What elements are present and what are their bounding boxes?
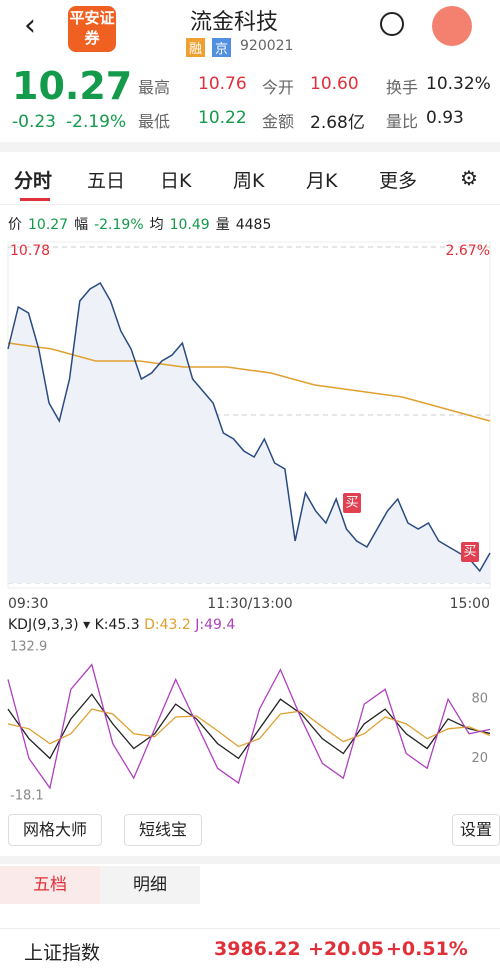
kdj-header: KDJ(9,3,3) ▾ K:45.3 D:43.2 J:49.4 xyxy=(8,617,236,633)
back[interactable]: ‹ xyxy=(24,8,36,43)
index-change: +20.05 xyxy=(308,938,385,960)
divider xyxy=(0,204,500,205)
avatar[interactable] xyxy=(432,6,472,46)
code: 920021 xyxy=(240,38,294,54)
info-bar: 价 10.27 幅 -2.19% 均 10.49 量 4485 xyxy=(8,214,277,234)
settings-icon[interactable]: ⚙ xyxy=(460,166,478,190)
info-price-label: 价 xyxy=(8,217,22,233)
subtab[interactable]: 五档 xyxy=(0,866,100,904)
stat-value: 10.32% xyxy=(426,74,491,94)
search[interactable] xyxy=(380,12,404,36)
info-pct-label: 幅 xyxy=(74,217,89,233)
title: 流金科技 xyxy=(190,10,279,35)
stat-value: 2.68亿 xyxy=(310,113,365,133)
tab-underline xyxy=(20,198,50,201)
buy-marker-text: 买 xyxy=(463,545,476,560)
average-line xyxy=(7,342,491,422)
change: -0.23 xyxy=(12,112,56,132)
tab[interactable]: 更多 xyxy=(379,170,418,192)
divider xyxy=(0,856,500,864)
d-label: D:43.2 xyxy=(144,617,191,633)
stat-label: 最高 xyxy=(138,78,171,97)
charts: 10.7810.5010.222.67%-2.67%买买09:3011:30/1… xyxy=(7,241,491,804)
stat-label: 金额 xyxy=(262,112,295,131)
buy-marker-text: 买 xyxy=(345,496,358,511)
y-tick-label: -18.1 xyxy=(10,789,44,804)
stat-value: 10.22 xyxy=(198,108,247,128)
info-vol-label: 量 xyxy=(215,217,230,233)
stat-label: 最低 xyxy=(138,112,171,131)
k-label: K:45.3 xyxy=(94,617,140,633)
divider xyxy=(0,928,500,929)
y-tick-label: 80 xyxy=(471,692,488,707)
stat-label: 换手 xyxy=(386,78,419,97)
price-area xyxy=(8,283,490,583)
stat-label: 今开 xyxy=(262,78,295,97)
button[interactable]: 网格大师 xyxy=(8,814,102,846)
tag: 京 xyxy=(212,38,232,57)
subtab[interactable]: 明细 xyxy=(100,866,200,904)
buy-marker xyxy=(343,493,361,513)
index-name[interactable]: 上证指数 xyxy=(24,942,101,964)
logo: 平安证券 xyxy=(68,6,116,52)
stat-value: 10.60 xyxy=(310,74,359,94)
right-label: 2.67% xyxy=(446,243,490,259)
buy-marker xyxy=(461,542,479,562)
index-value: 3986.22 xyxy=(214,938,301,960)
tab[interactable]: 月K xyxy=(306,170,338,192)
tab[interactable]: 分时 xyxy=(14,170,53,192)
button[interactable]: 短线宝 xyxy=(124,814,202,846)
j-label: J:49.4 xyxy=(195,617,236,633)
tab[interactable]: 日K xyxy=(160,170,192,192)
kdj-k-line xyxy=(7,693,491,760)
kdj-j-line xyxy=(7,663,491,790)
info-vol: 4485 xyxy=(235,217,272,233)
change-pct: -2.19% xyxy=(66,112,127,132)
time-label: 15:00 xyxy=(450,596,490,612)
time-label: 11:30/13:00 xyxy=(207,596,292,612)
stat-label: 量比 xyxy=(386,112,419,131)
tab[interactable]: 五日 xyxy=(87,170,126,192)
info-pct: -2.19% xyxy=(94,217,144,233)
stat-value: 0.93 xyxy=(426,108,464,128)
y-tick-label: 20 xyxy=(471,751,488,766)
tag: 融 xyxy=(186,38,206,57)
info-avg: 10.49 xyxy=(169,217,210,233)
info-price: 10.27 xyxy=(28,217,69,233)
kdj-name[interactable]: KDJ(9,3,3) xyxy=(8,617,79,633)
tab[interactable]: 周K xyxy=(233,170,265,192)
divider xyxy=(0,142,500,152)
index-pct: +0.51% xyxy=(386,938,468,960)
price: 10.27 xyxy=(12,64,133,108)
time-label: 09:30 xyxy=(8,596,48,612)
y-tick-label: 132.9 xyxy=(10,640,47,655)
price-line xyxy=(7,281,491,573)
button[interactable]: 设置 xyxy=(452,814,500,846)
kdj-d-line xyxy=(7,708,491,748)
stat-value: 10.76 xyxy=(198,74,247,94)
info-avg-label: 均 xyxy=(149,217,164,233)
y-tick-label: 10.78 xyxy=(10,243,50,259)
